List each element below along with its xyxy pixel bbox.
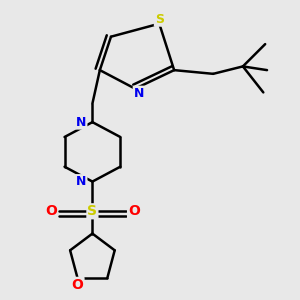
Text: S: S <box>87 204 98 218</box>
Text: N: N <box>76 116 86 129</box>
Text: N: N <box>76 175 86 188</box>
Text: S: S <box>155 13 164 26</box>
Text: O: O <box>72 278 83 292</box>
Text: N: N <box>134 87 144 100</box>
Text: O: O <box>45 204 57 218</box>
Text: O: O <box>128 204 140 218</box>
